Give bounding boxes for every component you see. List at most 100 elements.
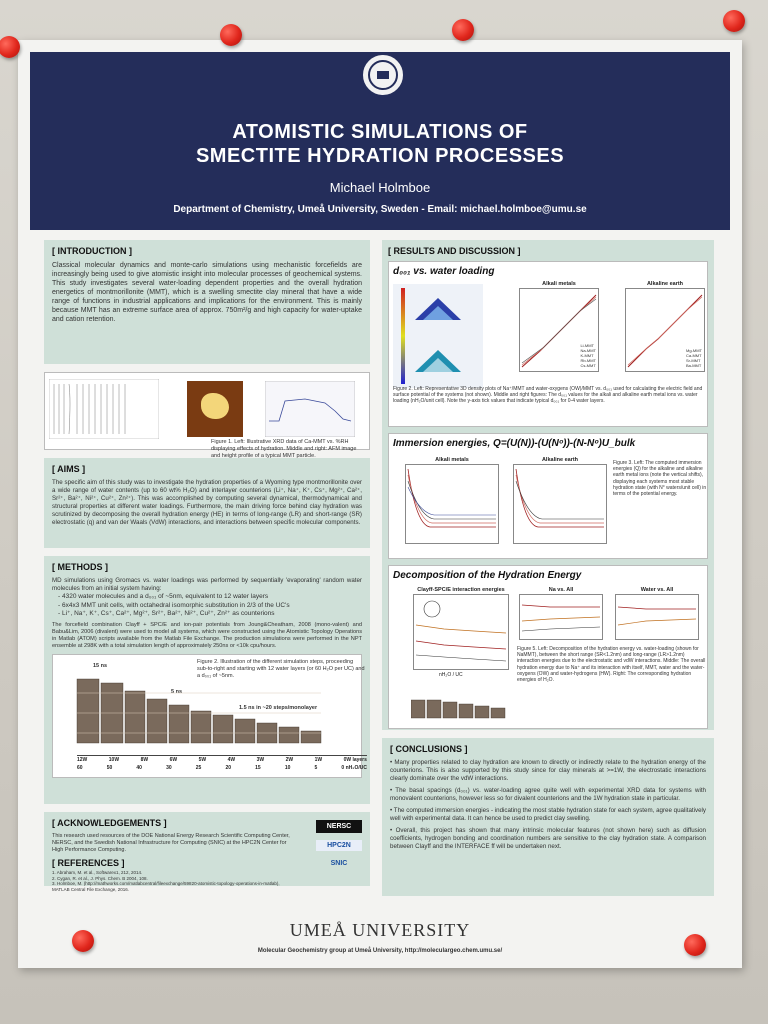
water-axis-tick: 5 — [314, 764, 318, 771]
xrd-plot — [49, 379, 159, 439]
alkali-immersion-title: Alkali metals — [435, 457, 469, 463]
title-line-1: ATOMISTIC SIMULATIONS OF — [232, 121, 528, 143]
interaction-energies-title: Clayff-SPC/E interaction energies — [417, 587, 505, 593]
hpc2n-logo: HPC2N — [316, 840, 362, 851]
legend-entry: K-MMT — [580, 353, 594, 358]
decomposition-x-axis-label: nH₂O / UC — [439, 672, 463, 678]
legend-entry: Li-MMT — [580, 343, 594, 348]
water-axis-tick: 40 — [136, 764, 142, 771]
earth-immersion-plot: Alkaline earth — [513, 457, 607, 544]
water-axis-tick: 15 — [255, 764, 261, 771]
water-vs-all-curves — [617, 606, 697, 626]
left-column: [ INTRODUCTION ] Classical molecular dyn… — [44, 240, 370, 894]
figure3-caption: Figure 3. Left: The computed immersion e… — [613, 460, 707, 498]
acknowledgements-heading: [ ACKNOWLEDGEMENTS ] — [52, 818, 167, 828]
simulation-blocks-graphic — [76, 678, 322, 743]
figure1-panel: Figure 1. Left: Illustrative XRD data of… — [44, 372, 370, 459]
afm-image — [187, 381, 243, 437]
water-axis-tick: 0 nH₂O/UC — [341, 764, 367, 771]
interaction-energies-plot: Clayff-SPC/E interaction energies — [413, 587, 509, 670]
earth-plot-title: Alkaline earth — [646, 281, 684, 287]
layers-axis-tick: 10W — [108, 756, 120, 763]
poster: ATOMISTIC SIMULATIONS OF SMECTITE HYDRAT… — [18, 40, 742, 968]
conclusion-bullet-1: • Many properties related to clay hydrat… — [390, 759, 706, 782]
water-vs-all-title: Water vs. All — [640, 587, 674, 593]
introduction-section: [ INTRODUCTION ] Classical molecular dyn… — [44, 240, 370, 364]
decomposition-panel: Decomposition of the Hydration Energy Cl… — [388, 565, 708, 729]
immersion-panel-title: Immersion energies, Q=(U(N))-(U(Nᵒ))-(N-… — [393, 438, 636, 449]
water-axis-tick: 30 — [166, 764, 172, 771]
introduction-text: Classical molecular dynamics and monte-c… — [52, 262, 362, 323]
pushpin-top-right-icon — [723, 10, 745, 32]
water-axis-tick: 50 — [106, 764, 113, 771]
alkali-d001-plot: Alkali metals Li-MMT Na-MMT K-MMT Rb-MMT… — [519, 281, 599, 372]
conclusion-bullet-3: • The computed immersion energies - indi… — [390, 807, 706, 822]
layers-axis-tick: 5W — [198, 756, 207, 763]
acknowledgements-text: This research used resources of the DOE … — [52, 833, 290, 853]
pushpin-bottom-left-icon — [72, 930, 94, 952]
reference-3: 3. Holmboe, M. (http://mathworks.com/mat… — [52, 881, 280, 892]
interaction-energies-curves — [415, 600, 507, 662]
legend-entry: Na-MMT — [580, 348, 596, 353]
aims-section: [ AIMS ] The specific aim of this study … — [44, 458, 370, 548]
earth-legend: Mg-MMT Ca-MMT Sr-MMT Ba-MMT — [686, 348, 702, 368]
university-wordmark: UMEÅ UNIVERSITY — [289, 920, 471, 940]
methods-heading: [ METHODS ] — [52, 562, 108, 572]
aims-text: The specific aim of this study was to in… — [52, 479, 362, 526]
water-axis-row: 60 50 40 30 25 20 15 10 5 0 nH₂O/UC — [77, 765, 367, 771]
layers-axis-tick: 3W — [256, 756, 265, 763]
legend-entry: Ba-MMT — [686, 363, 702, 368]
na-vs-all-title: Na vs. All — [548, 587, 574, 593]
alkali-immersion-plot: Alkali metals — [405, 457, 499, 544]
department-line: Department of Chemistry, Umeå University… — [173, 204, 587, 215]
conclusions-heading: [ CONCLUSIONS ] — [390, 744, 468, 754]
methods-figure-caption: Figure 2. Illustration of the different … — [197, 658, 365, 679]
poster-title: ATOMISTIC SIMULATIONS OF SMECTITE HYDRAT… — [30, 120, 730, 168]
right-column: [ RESULTS AND DISCUSSION ] d₀₀₁ vs. wate… — [382, 240, 714, 904]
water-axis-tick: 10 — [284, 764, 291, 771]
label-5ns: 5 ns — [171, 688, 183, 695]
na-vs-all-plot: Na vs. All — [519, 587, 603, 640]
d001-panel-title: d₀₀₁ vs. water loading — [393, 266, 495, 277]
results-section: [ RESULTS AND DISCUSSION ] d₀₀₁ vs. wate… — [382, 240, 714, 730]
aims-heading: [ AIMS ] — [52, 464, 86, 474]
author-name: Michael Holmboe — [329, 180, 431, 195]
decomposition-panel-title: Decomposition of the Hydration Energy — [393, 570, 582, 581]
water-axis-tick: 25 — [195, 764, 202, 771]
layers-axis-tick: 1W — [314, 756, 323, 763]
label-steps: 1.5 ns in ~20 steps/monolayer — [239, 704, 318, 711]
reference-2: 2. Cygan, R. et al., J. Phys. Chem. B 20… — [52, 875, 148, 881]
introduction-heading: [ INTRODUCTION ] — [52, 246, 132, 256]
layers-axis-tick: 6W — [169, 756, 178, 763]
conclusion-bullet-2: • The basal spacings (d₀₀₁) vs. water-lo… — [390, 787, 706, 802]
conclusion-bullet-4: • Overall, this project has shown that m… — [390, 827, 706, 850]
alkali-curves — [521, 294, 597, 368]
reference-1: 1. Abraham, M. et al., Softwarex1, 212, … — [52, 870, 143, 875]
legend-entry: Cs-MMT — [580, 363, 596, 368]
immersion-panel: Immersion energies, Q=(U(N))-(U(Nᵒ))-(N-… — [388, 433, 708, 559]
earth-curves — [627, 294, 703, 368]
pushpin-top-mid-left-icon — [220, 24, 242, 46]
layers-axis-tick: 12W — [77, 756, 88, 763]
methods-text: MD simulations using Gromacs vs. water l… — [52, 577, 362, 592]
header-banner: ATOMISTIC SIMULATIONS OF SMECTITE HYDRAT… — [30, 52, 730, 230]
density-plot-graphic — [393, 284, 483, 388]
methods-section: [ METHODS ] MD simulations using Gromacs… — [44, 556, 370, 804]
d001-panel: d₀₀₁ vs. water loading Alkali metals — [388, 261, 708, 427]
pushpin-top-mid-right-icon — [452, 19, 474, 41]
figure2-results-caption: Figure 2. Left: Representative 3D densit… — [393, 386, 703, 405]
methods-bullet-3: - Li⁺, Na⁺, K⁺, Cs⁺, Ca²⁺, Mg²⁺, Sr²⁺, B… — [58, 610, 275, 617]
layers-axis-tick: 4W — [227, 756, 236, 763]
layers-axis-tick: 8W — [140, 756, 149, 763]
legend-entry: Ca-MMT — [686, 353, 702, 358]
figure5-caption: Figure 5. Left: Decomposition of the hyd… — [517, 646, 706, 684]
methods-bullet-2: - 6x4x3 MMT unit cells, with octahedral … — [58, 601, 290, 609]
earth-immersion-title: Alkaline earth — [541, 457, 579, 463]
group-url: Molecular Geochemistry group at Umeå Uni… — [257, 948, 503, 954]
alkali-plot-title: Alkali metals — [542, 281, 576, 287]
alkali-legend: Li-MMT Na-MMT K-MMT Rb-MMT Cs-MMT — [580, 343, 596, 368]
acknowledgements-section: [ ACKNOWLEDGEMENTS ] This research used … — [44, 812, 370, 892]
university-seal-icon — [360, 52, 406, 98]
earth-immersion-curves — [515, 468, 604, 528]
conclusions-section: [ CONCLUSIONS ] • Many properties relate… — [382, 738, 714, 896]
